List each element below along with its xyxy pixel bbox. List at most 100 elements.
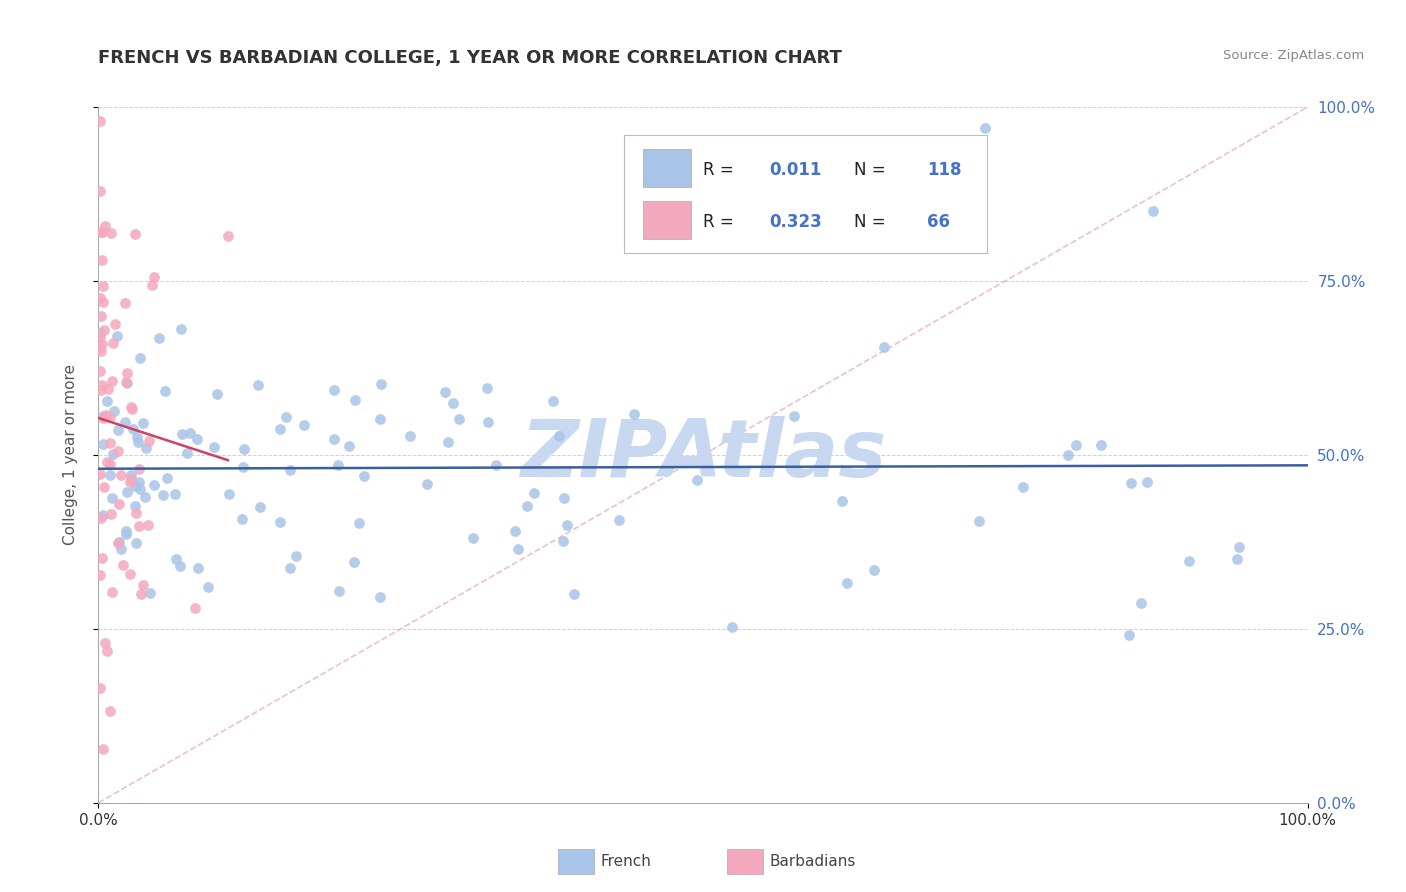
Point: [91, 378, 114, 392]
Point: [370, 376, 392, 391]
Point: [165, 487, 187, 501]
Text: 118: 118: [927, 161, 962, 178]
Point: [120, 475, 142, 489]
Point: [90, 309, 112, 323]
Point: [1090, 437, 1112, 451]
Point: [89, 326, 111, 341]
Point: [120, 468, 142, 483]
Point: [125, 430, 148, 444]
Text: 0.011: 0.011: [769, 161, 823, 178]
Point: [100, 226, 122, 240]
Point: [124, 227, 146, 241]
Point: [121, 401, 143, 416]
Point: [101, 335, 124, 350]
Point: [91, 337, 114, 351]
Point: [1129, 596, 1152, 610]
Point: [269, 422, 291, 436]
Point: [100, 436, 122, 450]
Text: N =: N =: [855, 213, 891, 231]
Point: [1118, 628, 1140, 642]
Point: [91, 278, 114, 293]
Point: [128, 462, 150, 476]
Point: [104, 317, 127, 331]
Point: [115, 527, 138, 541]
Text: Barbadians: Barbadians: [769, 855, 856, 870]
Point: [523, 486, 546, 500]
Point: [863, 563, 886, 577]
Point: [110, 541, 132, 556]
Point: [721, 620, 744, 634]
Point: [94, 219, 117, 233]
Point: [1177, 554, 1199, 568]
Point: [128, 518, 150, 533]
Point: [197, 581, 219, 595]
Text: N =: N =: [855, 161, 891, 178]
Point: [89, 567, 111, 582]
Point: [96, 455, 118, 469]
Point: [98, 457, 121, 471]
Point: [249, 500, 271, 515]
Point: [115, 485, 138, 500]
Point: [232, 459, 254, 474]
Point: [873, 341, 896, 355]
Point: [416, 476, 439, 491]
Text: R =: R =: [703, 161, 740, 178]
Point: [89, 329, 111, 343]
Point: [124, 536, 146, 550]
Point: [142, 477, 165, 491]
Point: [837, 575, 859, 590]
Point: [368, 590, 391, 604]
Point: [115, 524, 138, 539]
Point: [93, 410, 115, 425]
Point: [89, 681, 111, 695]
Point: [93, 323, 115, 337]
Point: [97, 382, 120, 396]
Point: [96, 394, 118, 409]
Point: [477, 415, 499, 429]
Point: [1066, 438, 1088, 452]
Point: [343, 555, 366, 569]
Point: [184, 601, 207, 615]
Point: [148, 331, 170, 345]
Point: [607, 513, 630, 527]
Point: [323, 383, 346, 397]
Point: [94, 635, 117, 649]
Point: [187, 561, 209, 575]
Point: [138, 434, 160, 448]
Point: [337, 438, 360, 452]
Point: [122, 422, 145, 436]
Point: [132, 578, 155, 592]
Point: [516, 499, 538, 513]
Point: [90, 383, 112, 397]
Point: [96, 643, 118, 657]
Point: [134, 490, 156, 504]
Point: [107, 536, 129, 550]
Point: [129, 587, 152, 601]
Point: [564, 587, 586, 601]
Point: [353, 469, 375, 483]
Point: [89, 364, 111, 378]
Text: ZIPAtlas: ZIPAtlas: [520, 416, 886, 494]
Point: [347, 516, 370, 531]
Point: [205, 386, 228, 401]
FancyBboxPatch shape: [727, 849, 763, 874]
Point: [285, 549, 308, 564]
Point: [115, 366, 138, 380]
Point: [100, 507, 122, 521]
Point: [443, 396, 465, 410]
Point: [93, 480, 115, 494]
Point: [94, 409, 117, 423]
Point: [217, 228, 239, 243]
Point: [461, 531, 484, 545]
Point: [89, 184, 111, 198]
Point: [398, 429, 420, 443]
Point: [186, 432, 208, 446]
Point: [152, 488, 174, 502]
Point: [90, 510, 112, 524]
Point: [323, 432, 346, 446]
Point: [179, 426, 201, 441]
Point: [831, 494, 853, 508]
Point: [547, 428, 569, 442]
Point: [107, 443, 129, 458]
FancyBboxPatch shape: [558, 849, 595, 874]
